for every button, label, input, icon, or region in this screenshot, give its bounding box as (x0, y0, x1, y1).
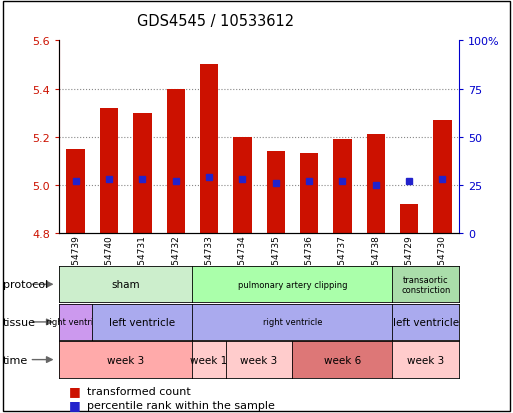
Bar (233, 137, 251, 233)
Text: week 3: week 3 (107, 355, 144, 365)
Text: sham: sham (111, 280, 140, 290)
Text: week 1: week 1 (190, 355, 228, 365)
Bar (333, 140, 351, 233)
Text: week 3: week 3 (241, 355, 278, 365)
Bar (267, 152, 285, 233)
Text: left ventricle: left ventricle (109, 317, 175, 327)
Bar (100, 109, 118, 233)
Bar (167, 89, 185, 233)
Bar (300, 154, 318, 233)
Text: week 6: week 6 (324, 355, 361, 365)
Text: right ventricle: right ventricle (263, 318, 322, 327)
Text: ■: ■ (69, 398, 81, 411)
Text: protocol: protocol (3, 280, 48, 290)
Text: tissue: tissue (3, 317, 35, 327)
Bar (133, 113, 151, 233)
Text: pulmonary artery clipping: pulmonary artery clipping (238, 280, 347, 289)
Bar (433, 121, 451, 233)
Text: percentile rank within the sample: percentile rank within the sample (87, 400, 275, 410)
Bar (367, 135, 385, 233)
Text: week 3: week 3 (407, 355, 444, 365)
Text: transaortic
constriction: transaortic constriction (401, 275, 450, 294)
Bar (400, 204, 418, 233)
Text: GDS4545 / 10533612: GDS4545 / 10533612 (137, 14, 294, 29)
Text: ■: ■ (69, 385, 81, 397)
Text: left ventricle: left ventricle (393, 317, 459, 327)
Text: time: time (3, 355, 28, 365)
Bar (67, 150, 85, 233)
Text: right ventricle: right ventricle (46, 318, 105, 327)
Text: transformed count: transformed count (87, 386, 191, 396)
Bar (200, 65, 218, 233)
